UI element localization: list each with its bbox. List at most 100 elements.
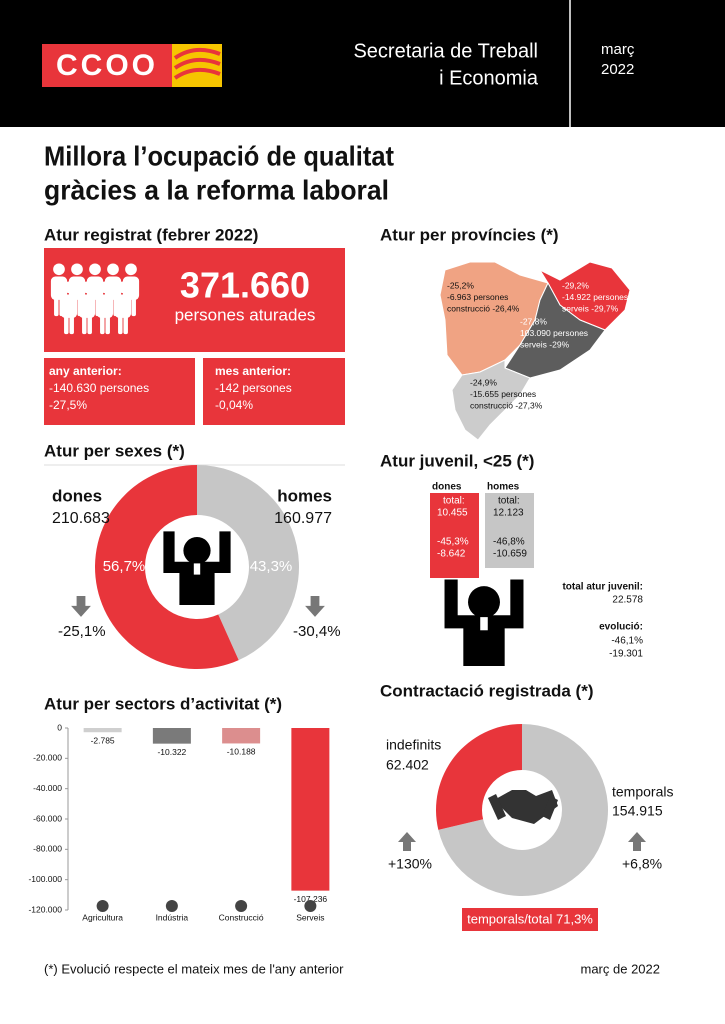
bar — [152, 728, 191, 744]
total-value: 371.660 — [180, 265, 310, 306]
y-tick-label: -40.000 — [33, 783, 62, 793]
sex-share: 43,3% — [250, 558, 293, 575]
youth-evolution: -46,1% — [611, 636, 643, 647]
section-title: Atur juvenil, <25 (*) — [380, 451, 534, 470]
figure-icon — [444, 579, 524, 666]
sector-icon — [235, 900, 248, 912]
donut-segment — [438, 724, 608, 897]
shape — [488, 794, 558, 820]
province-text: -14.922 persones — [562, 292, 628, 302]
bar — [291, 728, 330, 891]
up-arrow — [398, 832, 416, 851]
headline: Millora l’ocupació de qualitat — [44, 140, 394, 171]
section-title: Atur per províncies (*) — [380, 225, 559, 244]
map-barcelona — [504, 281, 606, 379]
sector-chart: 0 -20.000 -40.000 -60.000 -80.000 -100.000 -12… — [28, 722, 330, 922]
x-tick-label: Serveis — [296, 912, 324, 922]
handshake-icon — [488, 790, 558, 824]
section-title: Atur per sectors d’activitat (*) — [44, 694, 282, 713]
y-tick-label: 0 — [57, 722, 62, 732]
y-tick-label: -100.000 — [28, 874, 62, 884]
contract-change: +130% — [388, 856, 432, 872]
section-title: Atur per sexes (*) — [44, 441, 185, 460]
change-label: any anterior: — [49, 364, 122, 378]
bar — [222, 728, 261, 744]
x-tick-label: Indústria — [156, 912, 189, 922]
province-text: -27,8% — [520, 316, 547, 326]
down-arrow — [305, 596, 325, 617]
province-text: serveis -29% — [520, 339, 570, 349]
ratio-text: temporals/total 71,3% — [467, 911, 593, 926]
map-tarragona — [451, 359, 531, 441]
ratio-box — [462, 908, 598, 931]
up-arrow — [628, 832, 646, 851]
section-title: Contractació registrada (*) — [380, 681, 594, 700]
youth-bar — [485, 493, 534, 568]
x-tick-label: Agricultura — [82, 912, 123, 922]
y-tick-label: -20.000 — [33, 753, 62, 763]
total-label: persones aturades — [175, 305, 316, 324]
contract-label: indefinits — [386, 737, 441, 753]
youth-bar — [430, 493, 479, 578]
province-text: construcció -26,4% — [447, 303, 520, 313]
donut-segment — [94, 465, 239, 669]
sex-label: homes — [277, 486, 332, 505]
value-label: -2.785 — [91, 735, 115, 745]
logo-flag — [172, 44, 222, 87]
change-value: -140.630 persones — [49, 381, 149, 395]
figure-icon — [163, 531, 231, 605]
contract-label: temporals — [612, 784, 673, 800]
change-label: mes anterior: — [215, 364, 291, 378]
sex-change: -25,1% — [58, 623, 106, 640]
contract-donut — [436, 724, 608, 897]
shape — [173, 47, 221, 80]
contract-value: 62.402 — [386, 757, 429, 773]
youth-label: dones — [432, 482, 462, 493]
headline: gràcies a la reforma laboral — [44, 174, 389, 205]
youth-text: 10.455 — [437, 508, 468, 519]
logo-text: CCOO — [56, 49, 158, 82]
value-label: -10.188 — [227, 747, 256, 757]
donut-segment — [436, 724, 522, 830]
sex-change: -30,4% — [293, 623, 341, 640]
province-text: -25,2% — [447, 280, 474, 290]
bar — [83, 728, 122, 733]
y-tick-label: -120.000 — [28, 904, 62, 914]
youth-text: -45,3% — [437, 537, 469, 548]
change-box — [203, 358, 345, 425]
y-tick-label: -80.000 — [33, 844, 62, 854]
youth-total: 22.578 — [612, 595, 643, 606]
change-value: -27,5% — [49, 398, 87, 412]
x-tick-label: Construcció — [219, 912, 264, 922]
youth-evolution-label: evolució: — [599, 622, 643, 633]
shape — [494, 790, 558, 824]
footer-note: (*) Evolució respecte el mateix mes de l… — [44, 961, 344, 976]
sex-label: dones — [52, 486, 102, 505]
sex-value: 210.683 — [52, 510, 110, 527]
contract-value: 154.915 — [612, 803, 663, 819]
province-text: serveis -29,7% — [562, 303, 619, 313]
change-box — [44, 358, 195, 425]
footer-date: març de 2022 — [581, 961, 661, 976]
youth-text: -10.659 — [493, 549, 527, 560]
value-label: -107.236 — [294, 894, 328, 904]
youth-text: 12.123 — [493, 508, 524, 519]
header-title: Secretaria de Treball — [353, 40, 538, 62]
change-value: -0,04% — [215, 398, 253, 412]
youth-total-label: total atur juvenil: — [562, 582, 643, 593]
donut-segment — [197, 465, 299, 661]
sector-icon — [96, 900, 109, 912]
youth-label: homes — [487, 482, 520, 493]
sex-value: 160.977 — [274, 510, 332, 527]
youth-text: -8.642 — [437, 549, 466, 560]
youth-text: total: — [498, 496, 520, 507]
youth-text: total: — [443, 496, 465, 507]
youth-text: -46,8% — [493, 537, 525, 548]
header-date: 2022 — [601, 61, 634, 78]
sector-icon — [165, 900, 178, 912]
contract-change: +6,8% — [622, 856, 662, 872]
province-text: construcció -27,3% — [470, 400, 543, 410]
